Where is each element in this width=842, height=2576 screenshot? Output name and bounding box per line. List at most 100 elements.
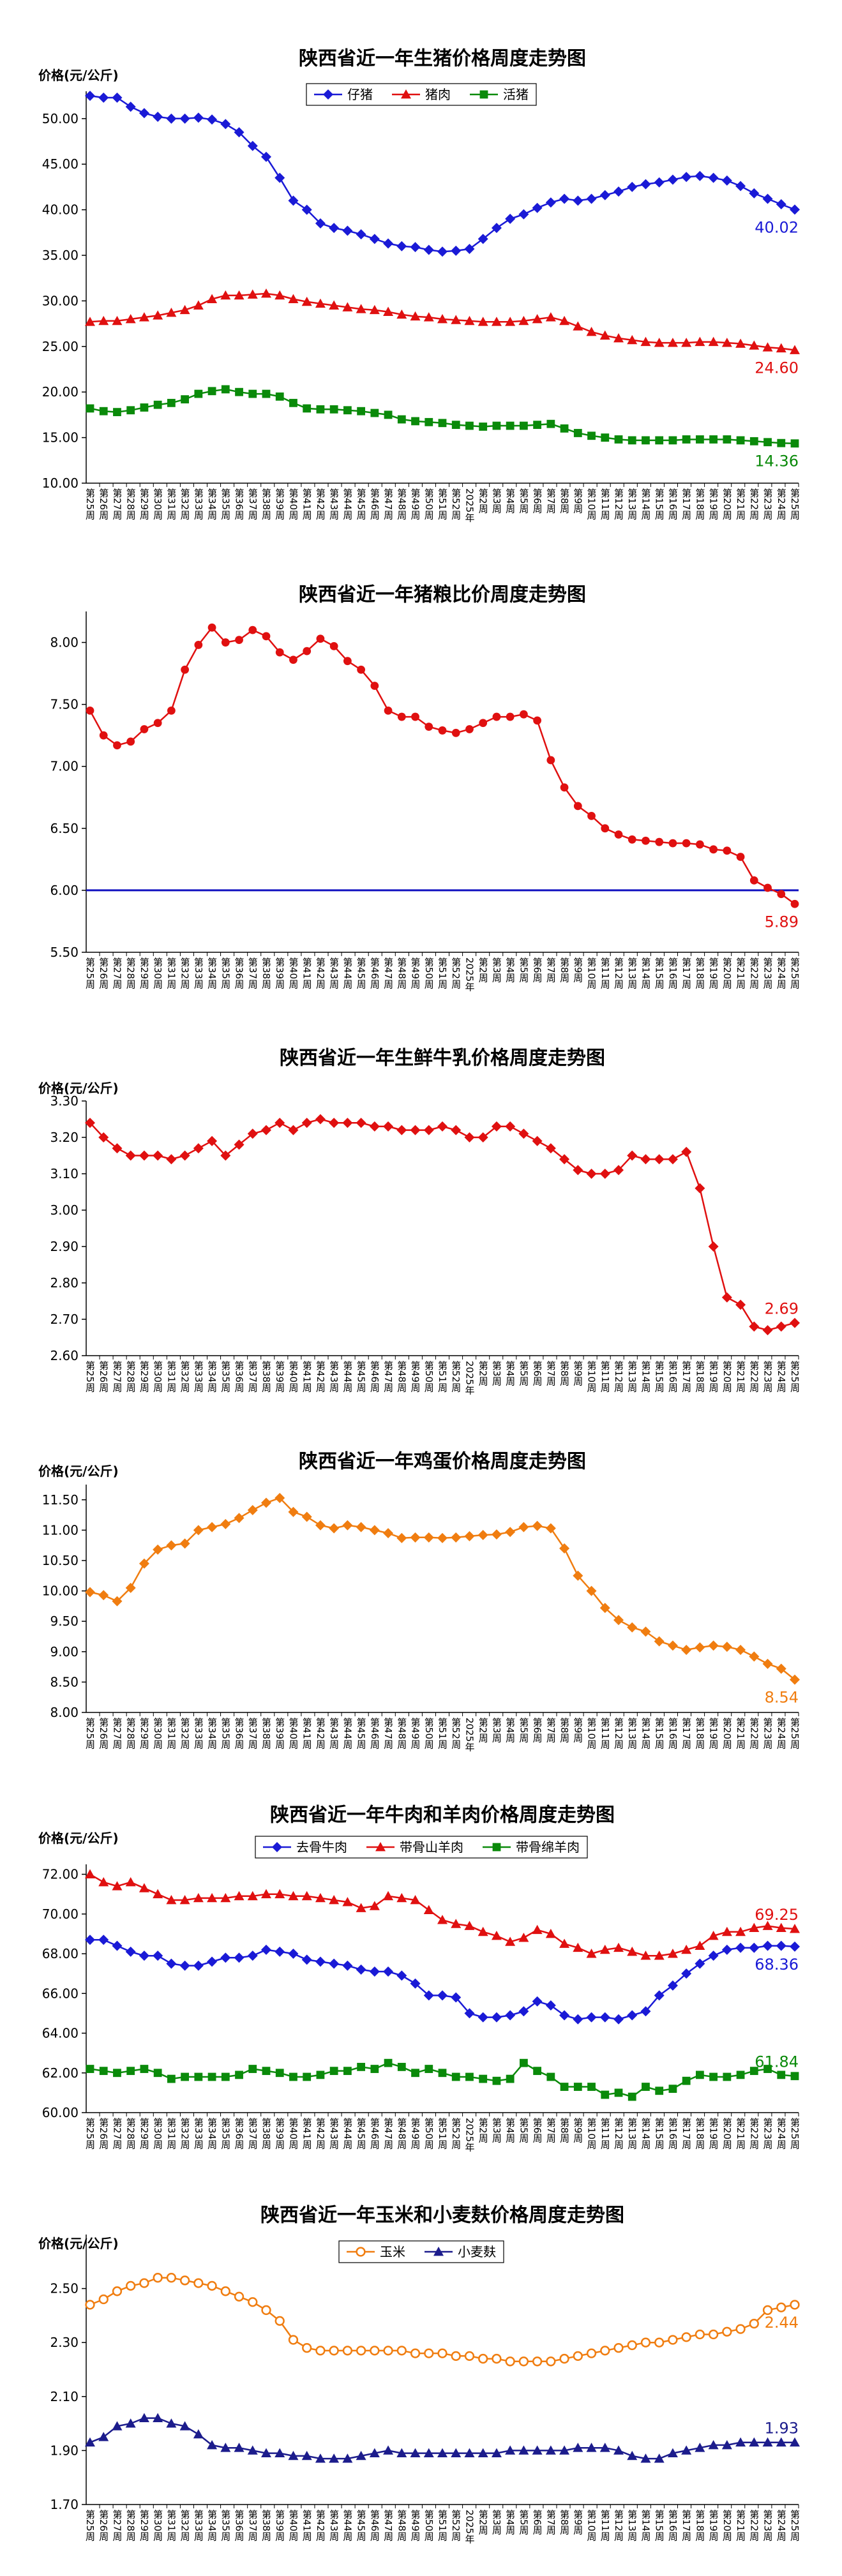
marker bbox=[533, 421, 542, 430]
marker bbox=[112, 2421, 123, 2430]
marker bbox=[790, 2437, 800, 2447]
marker bbox=[126, 737, 135, 746]
x-tick-label: 第39周 bbox=[274, 957, 285, 989]
y-tick-label: 2.50 bbox=[50, 2281, 79, 2296]
marker bbox=[315, 1114, 326, 1125]
y-tick-label: 30.00 bbox=[42, 293, 79, 308]
marker bbox=[410, 1895, 421, 1905]
x-tick-label: 第51周 bbox=[437, 2509, 448, 2542]
x-tick-label: 第18周 bbox=[694, 957, 705, 989]
marker bbox=[369, 1901, 380, 1910]
x-tick-label: 第25周 bbox=[789, 2509, 801, 2542]
marker bbox=[247, 2445, 258, 2455]
y-axis-label: 价格(元/公斤) bbox=[38, 2236, 119, 2251]
y-tick-label: 60.00 bbox=[42, 2105, 79, 2120]
marker bbox=[627, 2010, 638, 2021]
y-tick-label: 7.00 bbox=[50, 759, 79, 774]
marker bbox=[140, 2065, 149, 2073]
marker bbox=[708, 1951, 719, 1961]
marker bbox=[695, 2443, 705, 2452]
x-tick-label: 第14周 bbox=[640, 1360, 651, 1393]
marker bbox=[654, 1636, 665, 1647]
marker bbox=[613, 186, 624, 197]
marker bbox=[383, 238, 394, 249]
marker bbox=[560, 424, 569, 433]
marker bbox=[383, 1121, 394, 1132]
x-tick-label: 第43周 bbox=[328, 1717, 340, 1749]
x-tick-label: 第46周 bbox=[369, 1717, 380, 1749]
marker bbox=[274, 1492, 285, 1503]
marker bbox=[545, 2000, 556, 2011]
marker bbox=[410, 2448, 421, 2458]
marker bbox=[410, 1125, 421, 1135]
marker bbox=[762, 342, 773, 352]
marker bbox=[721, 2439, 732, 2450]
legend-label: 猪肉 bbox=[425, 87, 451, 102]
x-tick-label: 第31周 bbox=[165, 957, 177, 989]
legend: 仔猪 猪肉 活猪 bbox=[306, 83, 537, 106]
marker bbox=[207, 2280, 217, 2291]
marker bbox=[167, 398, 176, 407]
marker bbox=[247, 1951, 258, 1961]
end-label: 5.89 bbox=[765, 913, 799, 931]
marker bbox=[301, 296, 312, 306]
x-tick-label: 第13周 bbox=[626, 488, 638, 520]
marker bbox=[315, 2453, 326, 2463]
marker bbox=[736, 2071, 745, 2079]
x-tick-label: 第48周 bbox=[396, 2509, 407, 2542]
marker bbox=[546, 2356, 556, 2367]
x-tick-label: 第7周 bbox=[545, 957, 557, 984]
marker bbox=[98, 1132, 109, 1142]
marker bbox=[790, 899, 799, 908]
marker bbox=[288, 1506, 299, 1517]
x-tick-label: 第34周 bbox=[206, 2117, 218, 2150]
marker bbox=[329, 1118, 340, 1128]
x-tick-label: 第31周 bbox=[165, 488, 177, 520]
x-tick-label: 第25周 bbox=[789, 1360, 801, 1393]
marker bbox=[722, 2326, 732, 2337]
x-tick-label: 第9周 bbox=[572, 1717, 583, 1744]
marker bbox=[492, 1843, 501, 1852]
x-tick-label: 第44周 bbox=[342, 957, 353, 989]
y-axis-label: 价格(元/公斤) bbox=[38, 1081, 119, 1096]
x-tick-label: 第46周 bbox=[369, 1360, 380, 1393]
y-tick-label: 40.00 bbox=[42, 202, 79, 218]
x-tick-label: 第22周 bbox=[748, 1360, 760, 1393]
x-tick-label: 第41周 bbox=[301, 2509, 313, 2542]
marker bbox=[423, 1532, 434, 1543]
marker bbox=[423, 2448, 434, 2458]
x-tick-label: 第40周 bbox=[287, 2117, 299, 2150]
marker bbox=[735, 2324, 746, 2334]
marker bbox=[573, 802, 582, 811]
legend-label: 带骨山羊肉 bbox=[400, 1839, 463, 1855]
y-tick-label: 9.50 bbox=[50, 1614, 79, 1629]
marker bbox=[559, 1938, 570, 1948]
x-tick-label: 第32周 bbox=[179, 1717, 191, 1749]
marker bbox=[723, 2072, 732, 2081]
y-tick-label: 25.00 bbox=[42, 339, 79, 354]
marker bbox=[370, 408, 379, 417]
marker bbox=[505, 317, 516, 326]
marker bbox=[642, 2083, 650, 2091]
x-tick-label: 第41周 bbox=[301, 488, 313, 520]
marker bbox=[410, 242, 421, 253]
marker bbox=[681, 2445, 692, 2455]
marker bbox=[559, 1543, 570, 1554]
x-tick-label: 第5周 bbox=[518, 1360, 529, 1387]
marker bbox=[451, 315, 462, 324]
marker bbox=[545, 2445, 556, 2455]
x-tick-label: 第12周 bbox=[613, 957, 624, 989]
y-tick-label: 2.10 bbox=[50, 2389, 79, 2404]
y-tick-label: 8.00 bbox=[50, 635, 79, 650]
end-label: 24.60 bbox=[755, 359, 799, 377]
x-tick-label: 第19周 bbox=[708, 488, 719, 520]
marker bbox=[261, 1944, 271, 1955]
end-label: 8.54 bbox=[765, 1689, 799, 1707]
y-tick-label: 8.50 bbox=[50, 1674, 79, 1689]
marker bbox=[451, 728, 460, 737]
marker bbox=[85, 1118, 95, 1128]
x-tick-label: 第40周 bbox=[287, 1360, 299, 1393]
x-tick-label: 第47周 bbox=[382, 2117, 394, 2150]
marker bbox=[695, 1642, 705, 1653]
marker bbox=[599, 330, 610, 340]
